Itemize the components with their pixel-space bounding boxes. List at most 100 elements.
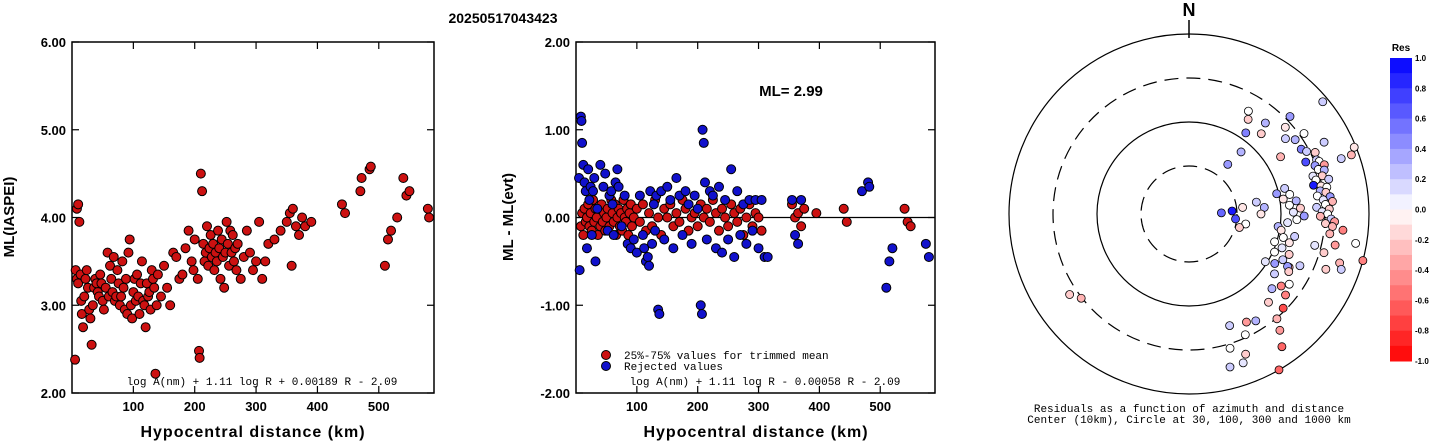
data-point: [140, 322, 151, 333]
data-point: [194, 352, 205, 363]
data-point: [120, 273, 131, 284]
magnitude-formula: log A(nm) + 1.11 log R - 0.00058 R - 2.0…: [630, 377, 901, 389]
north-label: N: [1183, 0, 1196, 20]
colorbar-segment: [1390, 239, 1412, 256]
data-point: [108, 251, 119, 262]
station-marker: [1240, 330, 1250, 340]
data-point: [793, 238, 804, 249]
colorbar-tick-label: 1.0: [1415, 54, 1427, 63]
data-point: [105, 260, 116, 271]
ring-100km: [1096, 121, 1282, 307]
data-point: [613, 181, 624, 192]
data-point: [70, 354, 81, 365]
data-point: [152, 269, 163, 280]
station-marker: [1324, 174, 1334, 184]
colorbar-segment: [1390, 224, 1412, 241]
data-point: [183, 225, 194, 236]
data-point: [588, 186, 599, 197]
station-marker: [1285, 112, 1295, 121]
data-point: [692, 221, 703, 232]
data-point: [213, 225, 224, 236]
data-point: [923, 251, 934, 262]
station-marker: [1238, 203, 1247, 212]
colorbar-scale: [1390, 58, 1412, 362]
data-point: [356, 173, 367, 184]
data-point: [637, 230, 648, 241]
data-point: [723, 234, 734, 245]
station-marker: [1328, 222, 1337, 231]
data-point: [654, 309, 665, 320]
station-marker: [1296, 203, 1305, 213]
data-point: [628, 234, 639, 245]
station-marker: [1278, 194, 1288, 204]
data-point: [162, 282, 173, 293]
colorbar-segment: [1390, 315, 1412, 332]
station-marker: [1299, 211, 1309, 221]
data-point: [616, 221, 627, 232]
data-point: [695, 300, 706, 311]
data-point: [116, 291, 127, 302]
data-point: [707, 190, 718, 201]
station-marker: [1330, 240, 1340, 250]
data-point: [697, 124, 708, 135]
station-marker: [1285, 190, 1295, 199]
colorbar-tick-label: -1.0: [1415, 357, 1429, 366]
data-point: [287, 203, 298, 214]
legend-marker-rejected: [601, 361, 611, 371]
data-point: [150, 368, 161, 379]
station-marker: [1270, 259, 1280, 268]
data-point: [132, 269, 143, 280]
y-tick-label: 2.00: [41, 386, 66, 401]
data-point: [340, 208, 351, 219]
station-marker: [1309, 180, 1318, 190]
station-marker: [1244, 106, 1253, 116]
data-point: [637, 199, 648, 210]
colorbar-tick-label: -0.4: [1415, 266, 1429, 275]
colorbar-tick-label: -0.8: [1415, 327, 1429, 336]
station-marker: [1318, 97, 1328, 107]
colorbar-segment: [1390, 209, 1412, 226]
station-residuals: [1065, 97, 1368, 375]
data-point: [701, 203, 712, 214]
data-point: [180, 243, 191, 254]
data-point: [686, 238, 697, 249]
colorbar-segment: [1390, 270, 1412, 286]
data-point: [260, 256, 271, 267]
data-point: [215, 273, 226, 284]
data-point: [899, 203, 910, 214]
data-point: [608, 230, 619, 241]
data-point: [228, 256, 239, 267]
data-point: [607, 199, 618, 210]
colorbar-segment: [1390, 58, 1412, 74]
data-point: [920, 238, 931, 249]
data-point: [592, 203, 603, 214]
event-magnitude-label: ML= 2.99: [759, 83, 823, 100]
data-point: [683, 199, 694, 210]
data-point: [606, 186, 617, 197]
x-tick-label: 100: [626, 399, 648, 414]
station-marker: [1264, 297, 1273, 307]
colorbar-label: Res: [1392, 43, 1411, 54]
data-point: [762, 251, 773, 262]
station-marker: [1290, 135, 1300, 145]
station-marker: [1225, 362, 1235, 372]
station-marker: [1291, 196, 1301, 206]
station-marker: [1256, 209, 1266, 219]
data-point: [95, 269, 106, 280]
data-point: [73, 199, 84, 210]
data-point: [382, 234, 393, 245]
data-point: [159, 260, 170, 271]
data-point: [598, 181, 609, 192]
x-axis-label: Hypocentral distance (km): [140, 424, 365, 441]
data-point: [717, 247, 728, 258]
x-tick-label: 300: [748, 399, 770, 414]
data-point: [379, 260, 390, 271]
colorbar-segment: [1390, 164, 1412, 180]
data-point: [98, 304, 109, 315]
data-point: [151, 300, 162, 311]
data-point: [887, 243, 898, 254]
data-point: [671, 173, 682, 184]
x-tick-label: 100: [123, 399, 145, 414]
colorbar-segment: [1390, 148, 1412, 165]
data-point: [583, 164, 594, 175]
